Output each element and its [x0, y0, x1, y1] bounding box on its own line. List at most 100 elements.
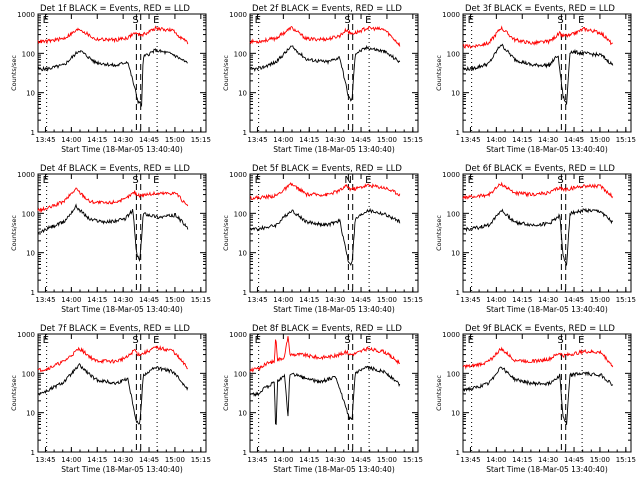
- y-tick-label: 1: [31, 449, 35, 457]
- events-series-line: [37, 362, 189, 425]
- plot-frame: [249, 13, 419, 133]
- x-tick-label: 14:45: [351, 296, 371, 304]
- y-axis-label: Counts/sec: [435, 215, 443, 251]
- marker-label: E: [468, 15, 474, 26]
- x-tick-label: 15:15: [616, 456, 636, 464]
- detector-panel: Det 7f BLACK = Events, RED = LLD 1 10 100 10…: [10, 324, 211, 474]
- x-tick-label: 14:00: [486, 296, 506, 304]
- panel-title: Det 5f BLACK = Events, RED = LLD: [252, 164, 402, 174]
- y-tick-label: 1000: [442, 171, 460, 179]
- x-tick-label: 14:30: [113, 136, 133, 144]
- plot-frame: [462, 333, 632, 453]
- y-tick-label: 10: [451, 410, 460, 418]
- x-tick-label: 13:45: [460, 456, 480, 464]
- y-axis-label: Counts/sec: [435, 55, 443, 91]
- x-tick-label: 15:15: [191, 456, 211, 464]
- x-tick-label: 15:00: [377, 296, 397, 304]
- marker-label: E: [255, 15, 261, 26]
- y-tick-label: 10: [238, 250, 247, 258]
- x-tick-label: 14:30: [538, 456, 558, 464]
- y-tick-label: 10: [451, 250, 460, 258]
- events-series-line: [462, 366, 614, 425]
- marker-label: E: [578, 15, 584, 26]
- x-tick-label: 15:00: [590, 136, 610, 144]
- y-axis-label: Counts/sec: [10, 215, 18, 251]
- x-tick-label: 14:45: [139, 456, 159, 464]
- marker-label: S: [557, 15, 563, 26]
- x-tick-label: 14:15: [299, 456, 319, 464]
- y-tick-label: 1: [31, 129, 35, 137]
- y-tick-label: 100: [22, 370, 35, 378]
- y-tick-label: 1: [31, 289, 35, 297]
- x-tick-label: 14:30: [538, 136, 558, 144]
- marker-label: S: [344, 15, 350, 26]
- x-tick-label: 15:00: [377, 456, 397, 464]
- y-tick-label: 1000: [17, 171, 35, 179]
- y-tick-label: 100: [447, 370, 460, 378]
- y-tick-label: 100: [447, 210, 460, 218]
- y-tick-label: 1000: [442, 11, 460, 19]
- x-axis-label: Start Time (18-Mar-05 13:40:40): [486, 305, 608, 314]
- x-tick-label: 14:00: [273, 296, 293, 304]
- y-tick-label: 100: [234, 210, 247, 218]
- lld-series-line: [249, 25, 401, 47]
- y-tick-label: 1: [243, 289, 247, 297]
- marker-label: S: [344, 335, 350, 346]
- y-tick-label: 1000: [442, 331, 460, 339]
- x-tick-label: 14:00: [61, 136, 81, 144]
- x-tick-label: 15:00: [590, 296, 610, 304]
- panel-title: Det 4f BLACK = Events, RED = LLD: [40, 164, 190, 174]
- y-tick-label: 1: [456, 289, 460, 297]
- y-tick-label: 10: [26, 90, 35, 98]
- x-tick-label: 14:15: [512, 136, 532, 144]
- x-tick-label: 14:00: [273, 136, 293, 144]
- panel-title: Det 7f BLACK = Events, RED = LLD: [40, 324, 190, 334]
- detector-panel: Det 1f BLACK = Events, RED = LLD 1 10 100 10…: [10, 4, 211, 154]
- x-tick-label: 15:15: [403, 296, 423, 304]
- marker-label: E: [365, 335, 371, 346]
- detector-panel: Det 3f BLACK = Events, RED = LLD 1 10 100 10…: [435, 4, 636, 154]
- x-tick-label: 15:00: [165, 456, 185, 464]
- marker-label: S: [132, 335, 138, 346]
- y-tick-label: 10: [238, 90, 247, 98]
- marker-label: S: [132, 15, 138, 26]
- x-tick-label: 13:45: [247, 456, 267, 464]
- plot-frame: [462, 13, 632, 133]
- x-tick-label: 14:00: [61, 296, 81, 304]
- x-tick-label: 15:00: [590, 456, 610, 464]
- plot-frame: [462, 173, 632, 293]
- y-tick-label: 1000: [229, 331, 247, 339]
- x-tick-label: 13:45: [460, 296, 480, 304]
- x-tick-label: 15:15: [403, 136, 423, 144]
- marker-label: E: [468, 335, 474, 346]
- panel-title: Det 3f BLACK = Events, RED = LLD: [465, 4, 615, 14]
- x-tick-label: 14:00: [486, 136, 506, 144]
- events-series-line: [249, 365, 401, 425]
- x-tick-label: 14:00: [61, 456, 81, 464]
- marker-label: E: [365, 15, 371, 26]
- x-tick-label: 14:30: [538, 296, 558, 304]
- panel-title: Det 9f BLACK = Events, RED = LLD: [465, 324, 615, 334]
- lld-series-line: [37, 345, 188, 373]
- x-tick-label: 14:15: [512, 296, 532, 304]
- y-tick-label: 1: [456, 449, 460, 457]
- marker-label: E: [578, 335, 584, 346]
- x-tick-label: 14:45: [351, 456, 371, 464]
- x-axis-label: Start Time (18-Mar-05 13:40:40): [61, 465, 183, 474]
- marker-label: E: [578, 175, 584, 186]
- x-tick-label: 14:45: [351, 136, 371, 144]
- plot-frame: [37, 13, 207, 133]
- y-tick-label: 10: [26, 250, 35, 258]
- detector-panel: Det 5f BLACK = Events, RED = LLD 1 10 100 10…: [222, 164, 423, 314]
- events-series-line: [462, 207, 614, 267]
- x-tick-label: 14:45: [564, 136, 584, 144]
- detector-panel: Det 9f BLACK = Events, RED = LLD 1 10 100 10…: [435, 324, 636, 474]
- y-axis-label: Counts/sec: [222, 55, 230, 91]
- x-tick-label: 14:15: [299, 296, 319, 304]
- x-tick-label: 15:00: [165, 136, 185, 144]
- plot-frame: [249, 173, 419, 293]
- marker-label: E: [153, 15, 159, 26]
- marker-label: E: [43, 15, 49, 26]
- x-axis-label: Start Time (18-Mar-05 13:40:40): [61, 305, 183, 314]
- plot-frame: [37, 333, 207, 453]
